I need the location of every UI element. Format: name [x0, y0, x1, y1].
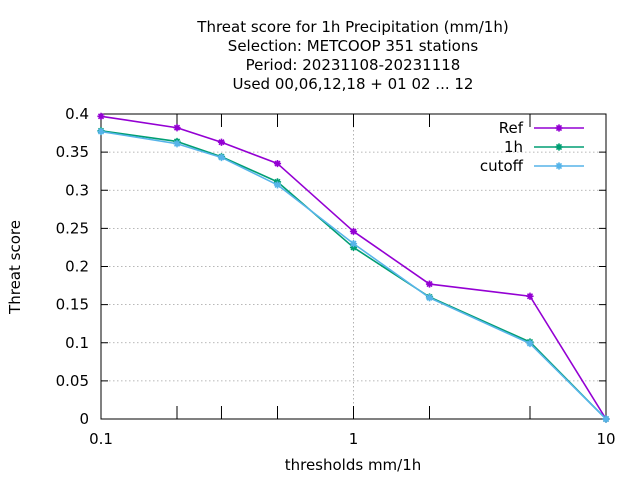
data-point-dot: [98, 129, 104, 134]
y-tick-label: 0.25: [56, 219, 89, 237]
data-point: [217, 153, 226, 162]
data-point-dot: [275, 161, 280, 166]
data-point: [273, 181, 282, 189]
data-point-dot: [275, 182, 280, 188]
data-point-dot: [351, 245, 356, 250]
data-point-dot: [174, 141, 180, 147]
data-point: [555, 124, 563, 132]
data-point: [425, 294, 434, 302]
y-tick-label: 0.3: [65, 181, 89, 199]
data-point-dot: [603, 416, 609, 422]
x-axis-label: thresholds mm/1h: [285, 456, 422, 474]
data-point-dot: [527, 341, 533, 346]
data-point-dot: [427, 295, 432, 301]
x-tick-label: 10: [596, 430, 615, 448]
legend-label: cutoff: [480, 157, 524, 175]
data-point: [526, 339, 534, 348]
data-point-dot: [219, 139, 224, 145]
data-point: [349, 243, 358, 252]
chart-title-line: Threat score for 1h Precipitation (mm/1h…: [196, 18, 508, 36]
chart-title-line: Period: 20231108-20231118: [246, 56, 461, 74]
legend-label: Ref: [499, 119, 524, 137]
y-tick-label: 0.35: [56, 143, 89, 161]
y-tick-label: 0.2: [65, 258, 89, 276]
series-line-cutoff: [100, 130, 607, 420]
data-point: [273, 159, 282, 168]
axis-ticks: 0 0.05 0.1 0.15 0.2 0.25 0.3 0.35 0.4 0.1 1 10: [56, 105, 616, 448]
data-point: [555, 162, 563, 170]
y-tick-label: 0.05: [56, 372, 89, 390]
data-point: [97, 127, 105, 136]
data-point: [173, 124, 181, 132]
data-point-dot: [219, 155, 224, 160]
data-point-dot: [351, 229, 356, 234]
data-point: [173, 140, 181, 148]
grid: [101, 114, 606, 419]
series: [97, 112, 610, 423]
data-point: [526, 292, 534, 300]
x-tick-label: 0.1: [89, 430, 113, 448]
data-point-dot: [427, 281, 432, 287]
data-point: [555, 143, 563, 151]
x-tick-label: 1: [349, 430, 359, 448]
chart-title: Threat score for 1h Precipitation (mm/1h…: [196, 18, 508, 93]
y-axis-label: Threat score: [6, 220, 24, 315]
data-point-dot: [556, 125, 562, 131]
y-tick-label: 0: [79, 410, 89, 428]
series-line-Ref: [100, 115, 607, 420]
data-point-dot: [174, 125, 180, 131]
data-point-dot: [556, 144, 562, 150]
data-point-dot: [98, 113, 104, 119]
chart-title-line: Selection: METCOOP 351 stations: [228, 37, 479, 55]
data-point-dot: [351, 241, 356, 247]
y-tick-label: 0.4: [65, 105, 89, 123]
chart-title-line: Used 00,06,12,18 + 01 02 ... 12: [233, 75, 474, 93]
y-tick-label: 0.15: [56, 296, 89, 314]
data-point-dot: [527, 293, 533, 299]
y-tick-label: 0.1: [65, 334, 89, 352]
data-point-dot: [556, 163, 562, 169]
data-point: [349, 240, 358, 248]
data-point: [97, 112, 105, 120]
data-point: [349, 227, 358, 236]
legend-label: 1h: [504, 138, 523, 156]
data-point: [425, 280, 434, 288]
data-point: [217, 138, 226, 146]
data-point: [602, 415, 610, 423]
